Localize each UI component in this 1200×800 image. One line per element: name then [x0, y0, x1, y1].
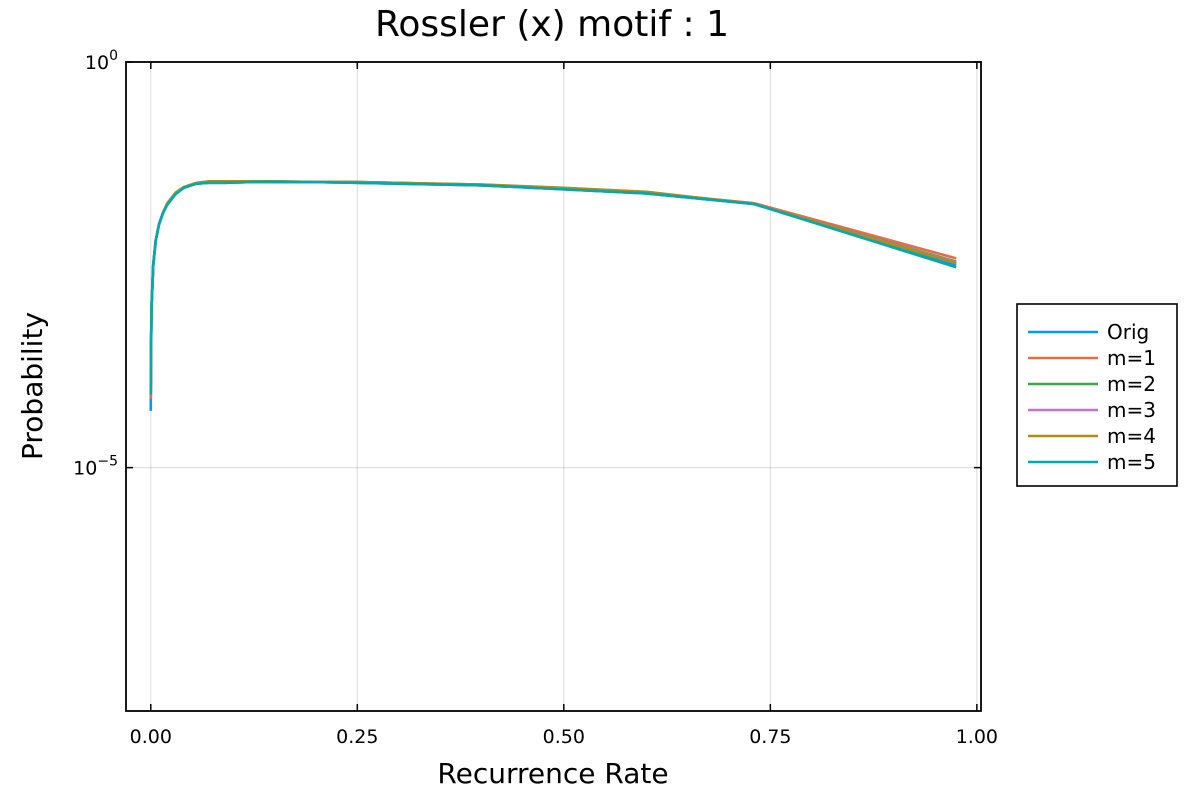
- x-axis-ticks: 0.00 0.25 0.50 0.75 1.00: [130, 62, 998, 748]
- legend-label: m=3: [1107, 398, 1156, 422]
- x-tick-label: 1.00: [956, 726, 998, 748]
- x-axis-label: Recurrence Rate: [437, 757, 668, 790]
- y-tick-base: 10: [85, 52, 109, 74]
- x-tick-label: 0.00: [130, 726, 172, 748]
- legend-label: m=5: [1107, 450, 1156, 474]
- y-tick-label: 100: [85, 48, 118, 74]
- legend-label: m=1: [1107, 346, 1156, 370]
- y-axis-label: Probability: [16, 312, 49, 460]
- legend-label: m=2: [1107, 372, 1156, 396]
- series-lines: [149, 179, 957, 411]
- x-tick-label: 0.25: [336, 726, 378, 748]
- x-tick-label: 0.75: [749, 726, 791, 748]
- legend-box: [1016, 303, 1178, 487]
- plot-frame: [125, 61, 982, 712]
- y-tick-base: 10: [73, 458, 97, 480]
- x-tick-label: 0.50: [543, 726, 585, 748]
- legend-label: Orig: [1107, 320, 1149, 344]
- y-tick-exponent: 0: [109, 48, 118, 64]
- chart-title: Rossler (x) motif : 1: [375, 4, 729, 45]
- legend-label: m=4: [1107, 424, 1156, 448]
- y-tick-label: 10−5: [73, 454, 118, 480]
- series-line-6: [149, 180, 957, 395]
- y-tick-exponent: −5: [97, 454, 118, 470]
